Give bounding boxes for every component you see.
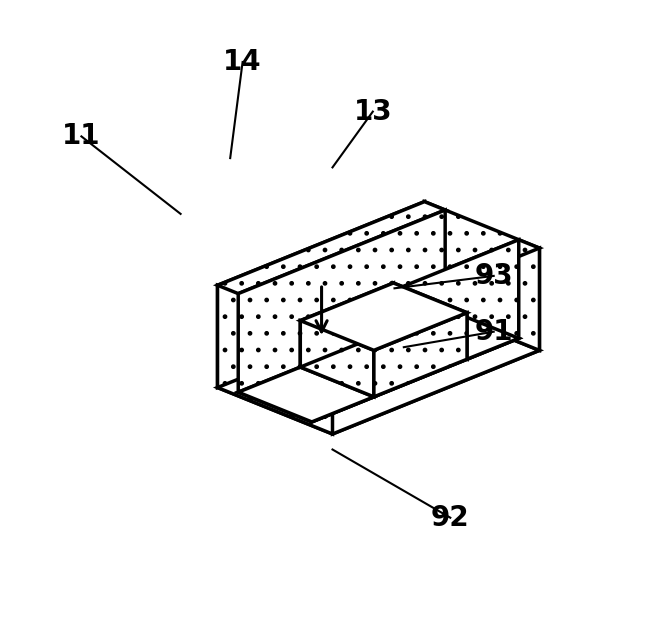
Polygon shape — [217, 304, 539, 434]
Text: 14: 14 — [223, 48, 262, 76]
Polygon shape — [424, 202, 539, 350]
Polygon shape — [312, 240, 519, 422]
Polygon shape — [217, 202, 424, 388]
Polygon shape — [312, 240, 539, 332]
Polygon shape — [332, 248, 539, 434]
Polygon shape — [394, 309, 519, 359]
Polygon shape — [301, 283, 394, 367]
Polygon shape — [374, 312, 467, 397]
Text: 11: 11 — [62, 122, 100, 151]
Polygon shape — [238, 367, 374, 422]
Polygon shape — [217, 285, 332, 434]
Text: 13: 13 — [354, 97, 392, 126]
Polygon shape — [301, 321, 374, 397]
Text: 91: 91 — [474, 317, 513, 346]
Polygon shape — [238, 210, 445, 392]
Polygon shape — [394, 283, 467, 359]
Polygon shape — [238, 309, 519, 422]
Text: 93: 93 — [474, 262, 513, 290]
Polygon shape — [301, 283, 467, 350]
Polygon shape — [217, 202, 445, 294]
Text: 92: 92 — [431, 503, 469, 532]
